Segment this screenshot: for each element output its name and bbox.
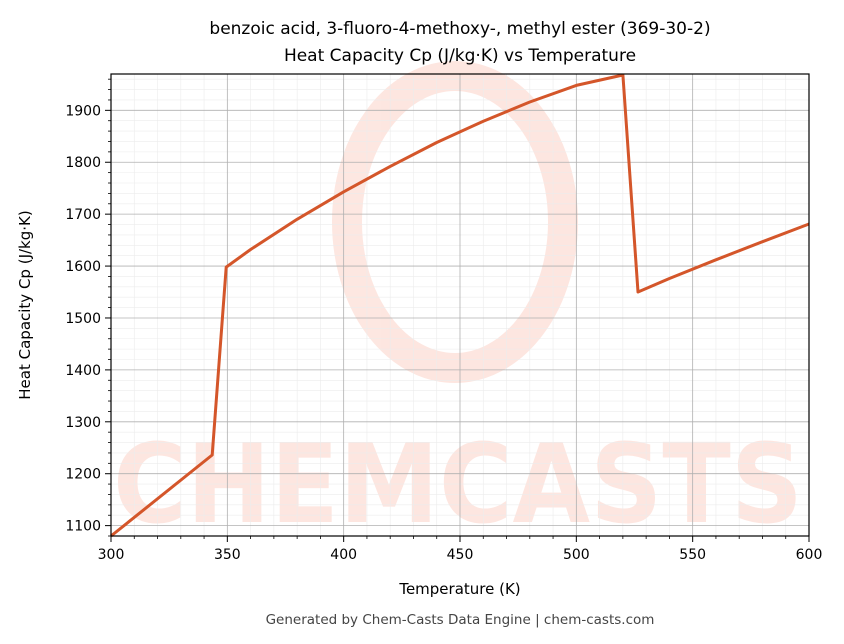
tick-labels: 300 350 400 450 500 550 600 1100 1200 1300 1400 150… bbox=[65, 103, 822, 563]
x-tick-label: 500 bbox=[563, 547, 590, 563]
chart-title: benzoic acid, 3-fluoro-4-methoxy-, methy… bbox=[209, 19, 710, 39]
y-tick-label: 1200 bbox=[65, 467, 101, 483]
x-tick-label: 600 bbox=[796, 547, 823, 563]
y-tick-label: 1700 bbox=[65, 207, 101, 223]
x-tick-label: 450 bbox=[447, 547, 474, 563]
y-tick-label: 1600 bbox=[65, 259, 101, 275]
y-tick-label: 1100 bbox=[65, 519, 101, 535]
x-tick-label: 400 bbox=[330, 547, 357, 563]
y-tick-label: 1800 bbox=[65, 155, 101, 171]
y-tick-label: 1900 bbox=[65, 103, 101, 119]
y-tick-label: 1400 bbox=[65, 363, 101, 379]
footer-credit: Generated by Chem-Casts Data Engine | ch… bbox=[266, 612, 655, 628]
x-axis-label: Temperature (K) bbox=[398, 580, 520, 598]
axis-ticks bbox=[105, 78, 810, 542]
x-tick-label: 300 bbox=[98, 547, 125, 563]
y-tick-label: 1300 bbox=[65, 415, 101, 431]
series-line bbox=[110, 73, 810, 538]
x-tick-label: 550 bbox=[679, 547, 706, 563]
y-tick-label: 1500 bbox=[65, 311, 101, 327]
x-tick-label: 350 bbox=[214, 547, 241, 563]
watermark-logo-inner bbox=[405, 112, 525, 332]
watermark: CHEMCASTS bbox=[113, 61, 803, 548]
y-axis-label: Heat Capacity Cp (J/kg·K) bbox=[16, 210, 34, 399]
chart-subtitle: Heat Capacity Cp (J/kg·K) vs Temperature bbox=[284, 46, 636, 66]
watermark-logo-ring bbox=[332, 61, 578, 383]
